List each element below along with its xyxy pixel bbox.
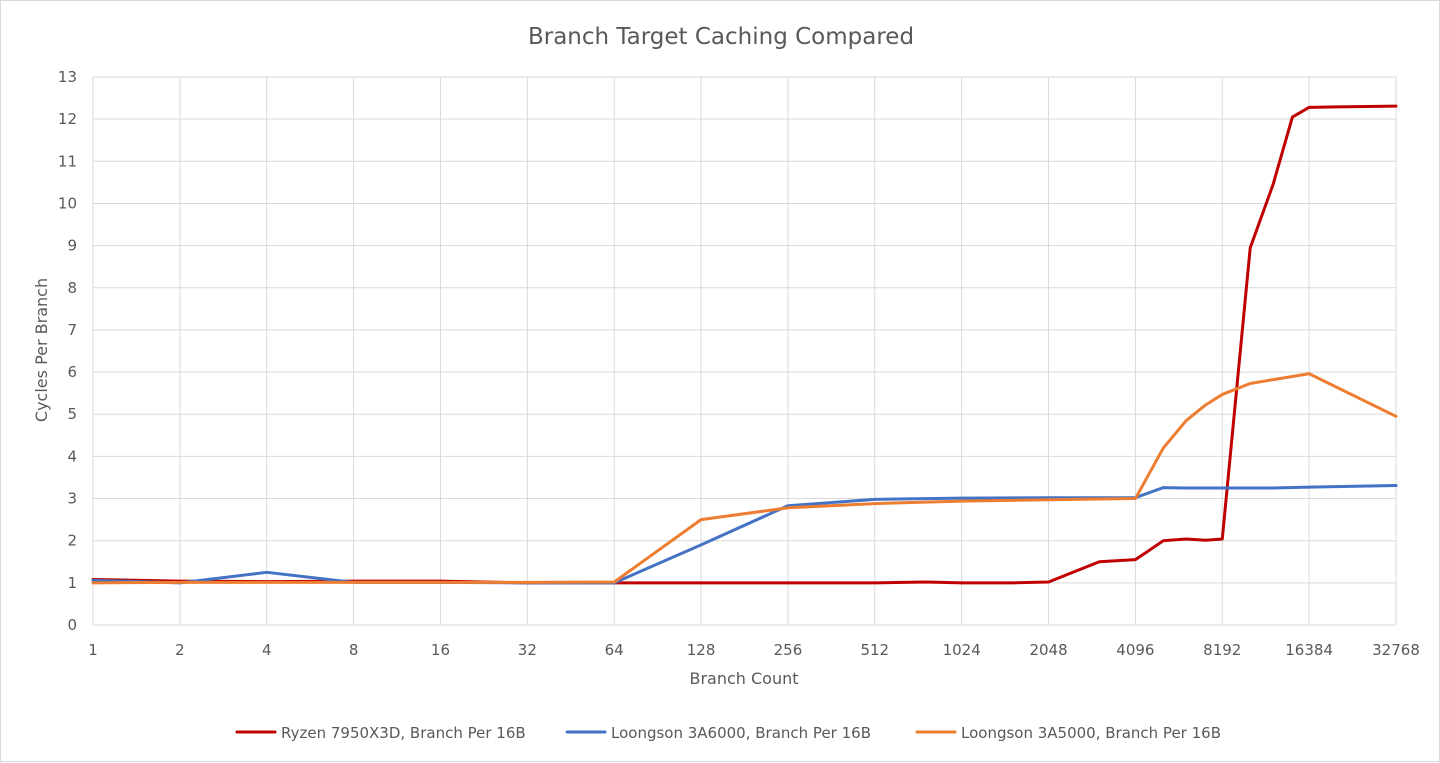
x-tick-label: 1: [88, 641, 98, 659]
y-tick-label: 1: [67, 574, 77, 592]
y-tick-label: 7: [67, 321, 77, 339]
x-tick-labels: 1 2 4 8 16 32 64 128 256 512 1024 2048 4096 8192 16384…: [88, 641, 1420, 659]
x-tick-label: 16: [431, 641, 450, 659]
y-tick-label: 2: [67, 532, 77, 550]
x-tick-label: 32: [518, 641, 537, 659]
x-tick-label: 8: [349, 641, 359, 659]
y-tick-label: 11: [58, 152, 77, 170]
legend-label: Loongson 3A6000, Branch Per 16B: [611, 724, 871, 742]
x-tick-label: 16384: [1285, 641, 1333, 659]
y-tick-label: 13: [58, 68, 77, 86]
x-tick-label: 128: [687, 641, 716, 659]
series-lines: [91, 104, 1398, 585]
legend: Ryzen 7950X3D, Branch Per 16B Loongson 3A…: [235, 724, 1221, 742]
x-tick-label: 512: [860, 641, 889, 659]
x-tick-label: 8192: [1203, 641, 1241, 659]
legend-label: Loongson 3A5000, Branch Per 16B: [961, 724, 1221, 742]
y-tick-label: 8: [67, 279, 77, 297]
legend-label: Ryzen 7950X3D, Branch Per 16B: [281, 724, 526, 742]
x-tick-label: 4096: [1116, 641, 1154, 659]
y-tick-label: 0: [67, 616, 77, 634]
x-axis-title: Branch Count: [689, 669, 798, 688]
x-tick-label: 2: [175, 641, 185, 659]
series-line-1: [91, 104, 1398, 585]
y-tick-label: 3: [67, 490, 77, 508]
gridlines: [92, 76, 1397, 626]
series-line-2: [91, 483, 1398, 585]
chart-title: Branch Target Caching Compared: [528, 24, 914, 50]
x-tick-label: 1024: [943, 641, 981, 659]
y-tick-label: 6: [67, 363, 77, 381]
y-axis-title: Cycles Per Branch: [32, 278, 51, 422]
y-tick-label: 10: [58, 194, 77, 212]
y-tick-label: 12: [58, 110, 77, 128]
x-tick-label: 64: [605, 641, 624, 659]
x-tick-label: 32768: [1372, 641, 1420, 659]
y-tick-label: 5: [67, 405, 77, 423]
series-line-3: [91, 372, 1398, 585]
y-tick-label: 9: [67, 237, 77, 255]
y-tick-label: 4: [67, 447, 77, 465]
x-tick-label: 256: [774, 641, 803, 659]
x-tick-label: 2048: [1029, 641, 1067, 659]
x-tick-label: 4: [262, 641, 272, 659]
